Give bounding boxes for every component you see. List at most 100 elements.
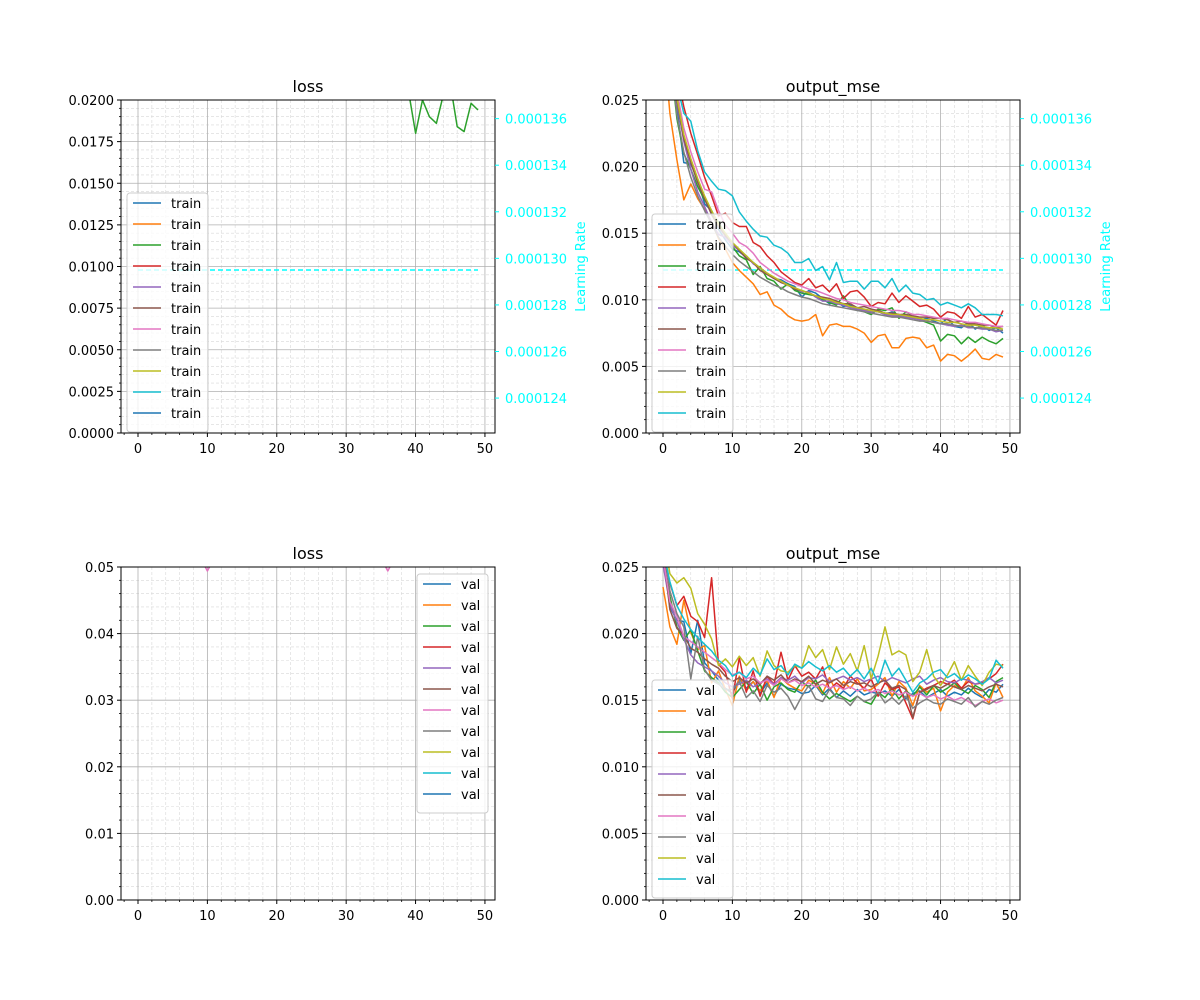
x-tick-label: 20 (794, 442, 811, 457)
y-tick-label: 0.0050 (69, 344, 115, 359)
lr-tick-label: 0.000128 (505, 299, 567, 314)
train-loss-panel: loss 0 10 20 30 40 50 0.0000 0.0025 0.0050 0.0075… (69, 77, 590, 457)
legend-label: train (171, 281, 201, 296)
y-tick-label: 0.005 (602, 360, 639, 375)
legend-label: val (461, 767, 480, 782)
legend-label: val (461, 620, 480, 635)
y-tick-label: 0.0075 (69, 302, 115, 317)
chart-title: output_mse (786, 77, 881, 97)
x-tick-label: 10 (199, 909, 216, 924)
legend-label: val (696, 831, 715, 846)
lr-tick-label: 0.000130 (1030, 252, 1092, 267)
legend-label: val (696, 873, 715, 888)
legend-label: train (696, 281, 726, 296)
lr-tick-label: 0.000132 (1030, 206, 1092, 221)
legend-label: train (171, 344, 201, 359)
y-tick-label: 0.025 (602, 94, 639, 109)
legend-label: val (696, 789, 715, 804)
y-tick-label: 0.0100 (69, 261, 115, 276)
lr-tick-label: 0.000126 (1030, 345, 1092, 360)
legend-label: val (696, 810, 715, 825)
legend-label: train (171, 386, 201, 401)
legend-label: val (461, 746, 480, 761)
chart-title: loss (293, 77, 324, 96)
y-tick-label: 0.010 (602, 761, 639, 776)
lr-axis-label: Learning Rate (1099, 221, 1114, 311)
y-tick-label: 0.0150 (69, 177, 115, 192)
legend-label: val (696, 705, 715, 720)
y-tick-label: 0.04 (85, 628, 114, 643)
legend-label: train (171, 365, 201, 380)
legend: train train train train train train train train… (126, 192, 209, 433)
legend-label: train (696, 365, 726, 380)
grid (121, 99, 495, 434)
lr-tick-label: 0.000134 (1030, 159, 1092, 174)
legend-label: train (171, 260, 201, 275)
legend-label: train (696, 218, 726, 233)
chart-title: output_mse (786, 544, 881, 564)
x-tick-label: 40 (932, 442, 949, 457)
legend-label: val (461, 662, 480, 677)
series-line (409, 100, 479, 135)
legend-label: val (461, 704, 480, 719)
legend-label: val (461, 683, 480, 698)
x-tick-label: 10 (199, 442, 216, 457)
x-tick-label: 10 (724, 442, 741, 457)
lr-tick-label: 0.000134 (505, 159, 567, 174)
axes-frame (642, 566, 1021, 904)
x-tick-label: 30 (863, 909, 880, 924)
y-tick-label: 0.000 (602, 427, 639, 442)
y-tick-label: 0.0025 (69, 385, 115, 400)
legend-label: train (696, 239, 726, 254)
axes-frame (642, 99, 1024, 437)
x-tick-label: 0 (134, 909, 142, 924)
y-tick-label: 0.0175 (69, 136, 115, 151)
legend-label: train (171, 407, 201, 422)
series-line (662, 586, 1004, 712)
legend: val val val val val val val val val val (651, 679, 734, 899)
legend-label: train (696, 260, 726, 275)
lr-tick-label: 0.000126 (505, 345, 567, 360)
series-line (677, 100, 1003, 328)
y-tick-label: 0.0125 (69, 219, 115, 234)
axes-frame (117, 566, 496, 904)
chart-title: loss (293, 544, 324, 563)
legend-label: train (171, 239, 201, 254)
axes-frame (117, 99, 499, 437)
lr-tick-label: 0.000124 (505, 392, 567, 407)
legend-label: train (696, 323, 726, 338)
val-output-mse-panel: output_mse 0 10 20 30 40 50 0.000 0.005 0.010 0.0… (602, 544, 1021, 924)
legend-label: val (461, 725, 480, 740)
y-tick-label: 0.010 (602, 294, 639, 309)
lr-tick-label: 0.000136 (1030, 113, 1092, 128)
legend-label: train (171, 218, 201, 233)
x-tick-label: 0 (659, 909, 667, 924)
legend: train train train train train train train train… (651, 213, 734, 433)
legend-label: train (696, 344, 726, 359)
y-tick-label: 0.01 (85, 827, 114, 842)
legend-label: train (171, 323, 201, 338)
legend-label: train (696, 386, 726, 401)
legend-label: val (461, 641, 480, 656)
x-tick-label: 30 (863, 442, 880, 457)
x-tick-label: 50 (477, 442, 494, 457)
legend-label: train (696, 407, 726, 422)
train-output-mse-panel: output_mse 0 10 20 30 40 50 0.000 0.005 0.010 0.0… (602, 77, 1114, 457)
legend: val val val val val val val val val val val (416, 573, 489, 814)
y-tick-label: 0.020 (602, 161, 639, 176)
x-tick-label: 50 (1002, 909, 1019, 924)
y-tick-label: 0.025 (602, 561, 639, 576)
x-tick-label: 20 (269, 442, 286, 457)
series-line (664, 567, 1004, 719)
legend-label: val (696, 684, 715, 699)
y-tick-label: 0.03 (85, 694, 114, 709)
legend-label: val (461, 578, 480, 593)
x-tick-label: 40 (932, 909, 949, 924)
lr-tick-label: 0.000128 (1030, 299, 1092, 314)
legend-label: val (461, 788, 480, 803)
x-tick-label: 10 (724, 909, 741, 924)
legend-label: val (696, 768, 715, 783)
x-tick-label: 40 (407, 442, 424, 457)
y-tick-label: 0.015 (602, 694, 639, 709)
